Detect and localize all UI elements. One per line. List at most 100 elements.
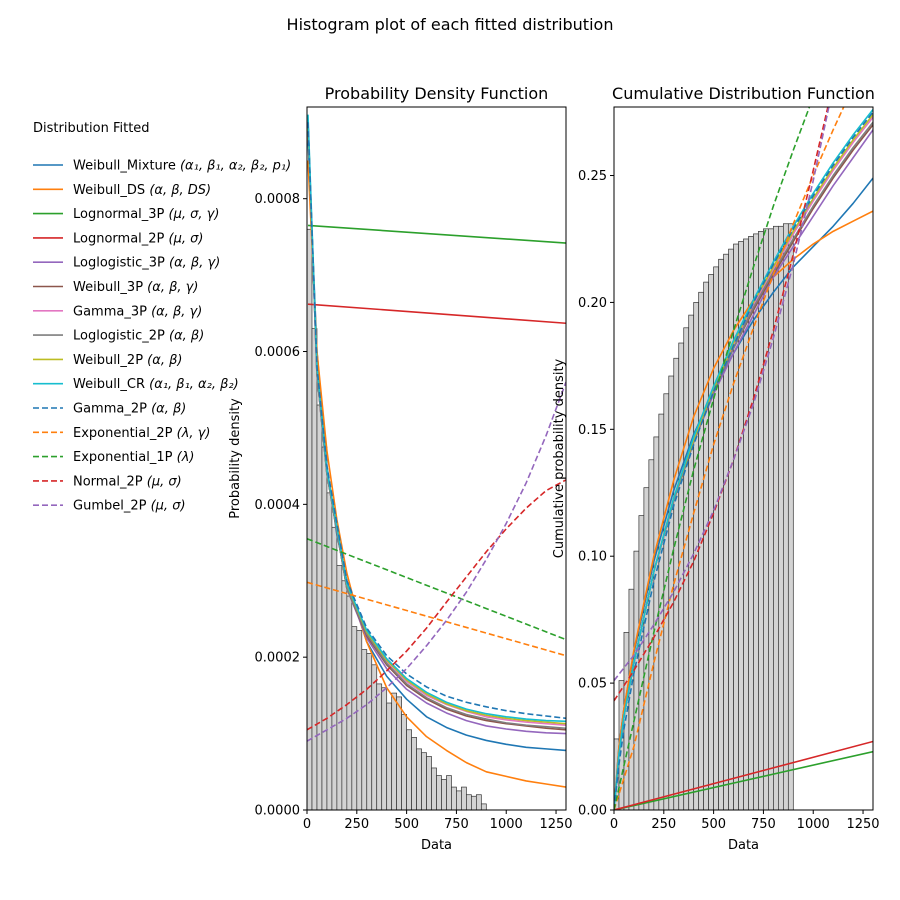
cdf-hist-bar <box>668 375 675 810</box>
pdf-hist-bar <box>336 565 343 810</box>
pdf-xtick-label: 500 <box>394 817 419 832</box>
pdf-ytick-label: 0.0002 <box>255 651 301 666</box>
cdf-hist-bar <box>698 291 705 810</box>
pdf-line-weibull-ds <box>307 160 566 788</box>
cdf-frame <box>613 106 874 811</box>
legend-label-lognormal-3p: Lognormal_3P (μ, σ, γ) <box>73 207 219 222</box>
pdf-hist-bar <box>471 795 477 810</box>
cdf-xtick-label: 250 <box>651 817 676 832</box>
pdf-xtick-label: 750 <box>444 817 469 832</box>
cdf-line-normal-2p <box>614 107 829 702</box>
pdf-hist-bar <box>421 752 427 810</box>
cdf-xtick-label: 0 <box>610 817 618 832</box>
legend-label-normal-2p: Normal_2P (μ, σ) <box>73 474 182 489</box>
pdf-line-normal-2p <box>307 479 566 731</box>
legend-label-loglogistic-2p: Loglogistic_2P (α, β) <box>73 329 204 344</box>
cdf-title: Cumulative Distribution Function <box>612 84 875 103</box>
cdf-xtick-label: 1000 <box>797 817 830 832</box>
pdf-line-exponential-1p <box>307 537 566 641</box>
legend-label-gumbel-2p: Gumbel_2P (μ, σ) <box>73 499 186 514</box>
pdf-hist-bar <box>431 767 437 810</box>
pdf-line-lognormal-3p <box>307 224 566 244</box>
pdf-hist-bar <box>366 653 373 810</box>
cdf-ytick-label: 0.05 <box>578 677 607 692</box>
cdf-chart: 0 250 500 750 1000 1250 0.00 0.05 0.10 0.15 0.20 0.… <box>552 84 880 853</box>
pdf-series <box>307 114 566 788</box>
cdf-series <box>614 107 873 810</box>
legend-label-exponential-1p: Exponential_1P (λ) <box>73 450 194 465</box>
pdf-hist-bar <box>381 687 388 810</box>
cdf-hist-bar <box>708 274 714 810</box>
cdf-hist-bar <box>623 631 630 810</box>
cdf-hist-bar <box>723 253 729 810</box>
cdf-line-weibull-ds <box>614 210 873 810</box>
pdf-histogram <box>307 228 487 810</box>
legend: Distribution Fitted Weibull_Mixture (α₁, … <box>33 121 291 514</box>
cdf-line-exponential-1p <box>614 107 811 810</box>
cdf-hist-bar <box>758 231 764 810</box>
legend-label-weibull-cr: Weibull_CR (α₁, β₁, α₂, β₂) <box>73 377 239 392</box>
legend-label-weibull-ds: Weibull_DS (α, β, DS) <box>73 183 211 198</box>
cdf-xlabel: Data <box>728 838 759 853</box>
pdf-hist-bar <box>371 664 378 810</box>
pdf-hist-bar <box>361 649 368 810</box>
pdf-hist-bar <box>376 683 383 810</box>
pdf-hist-bar <box>406 729 412 810</box>
pdf-line-gumbel-2p <box>307 381 566 742</box>
pdf-xtick-label: 250 <box>344 817 369 832</box>
pdf-hist-bar <box>441 779 447 810</box>
pdf-hist-bar <box>480 803 487 810</box>
pdf-hist-bar <box>451 786 457 810</box>
pdf-line-weibull-cr <box>307 114 566 723</box>
legend-label-weibull-2p: Weibull_2P (α, β) <box>73 353 182 368</box>
pdf-chart: 0 250 500 750 1000 1250 0.0000 0.0002 0.0004 0.00… <box>228 84 573 853</box>
pdf-hist-bar <box>436 775 442 810</box>
cdf-hist-bar <box>763 228 769 810</box>
legend-label-lognormal-2p: Lognormal_2P (μ, σ) <box>73 231 203 246</box>
pdf-hist-bar <box>356 630 363 810</box>
cdf-xtick-label: 750 <box>751 817 776 832</box>
legend-label-weibull-mixture: Weibull_Mixture (α₁, β₁, α₂, β₂, p₁) <box>73 159 291 174</box>
pdf-hist-bar <box>341 580 348 810</box>
pdf-ytick-label: 0.0006 <box>255 345 301 360</box>
pdf-xlabel: Data <box>421 838 452 853</box>
pdf-hist-bar <box>396 696 402 810</box>
pdf-hist-bar <box>466 794 472 810</box>
legend-label-gamma-2p: Gamma_2P (α, β) <box>73 402 186 417</box>
cdf-ylabel: Cumulative probability density <box>552 358 567 558</box>
pdf-hist-bar <box>331 526 338 810</box>
cdf-hist-bar <box>768 228 774 810</box>
cdf-hist-bar <box>787 223 794 810</box>
pdf-hist-bar <box>461 786 467 810</box>
legend-label-exponential-2p: Exponential_2P (λ, γ) <box>73 426 210 441</box>
pdf-hist-bar <box>475 794 482 810</box>
pdf-xtick-label: 1000 <box>490 817 523 832</box>
pdf-frame <box>306 106 567 811</box>
cdf-hist-bar <box>648 459 655 810</box>
legend-title: Distribution Fitted <box>33 121 150 136</box>
pdf-line-lognormal-2p <box>307 303 566 325</box>
cdf-hist-bar <box>782 223 789 810</box>
cdf-hist-bar <box>673 357 680 810</box>
cdf-hist-bar <box>633 550 640 810</box>
cdf-ytick-label: 0.20 <box>578 296 607 311</box>
pdf-hist-bar <box>416 748 422 810</box>
pdf-hist-bar <box>426 756 432 810</box>
cdf-ytick-label: 0.10 <box>578 550 607 565</box>
pdf-hist-bar <box>411 737 417 810</box>
pdf-hist-bar <box>307 228 313 810</box>
legend-label-weibull-3p: Weibull_3P (α, β, γ) <box>73 280 198 295</box>
cdf-hist-bar <box>703 281 709 810</box>
pdf-hist-bar <box>401 714 407 810</box>
pdf-xtick-label: 1250 <box>539 817 572 832</box>
legend-label-loglogistic-3p: Loglogistic_3P (α, β, γ) <box>73 256 220 271</box>
cdf-ytick-label: 0.25 <box>578 169 607 184</box>
pdf-hist-bar <box>446 775 452 810</box>
cdf-histogram <box>614 223 794 810</box>
pdf-ytick-label: 0.0008 <box>255 192 301 207</box>
cdf-line-gamma-2p <box>614 111 873 810</box>
cdf-ytick-label: 0.15 <box>578 423 607 438</box>
cdf-hist-bar <box>638 515 645 810</box>
